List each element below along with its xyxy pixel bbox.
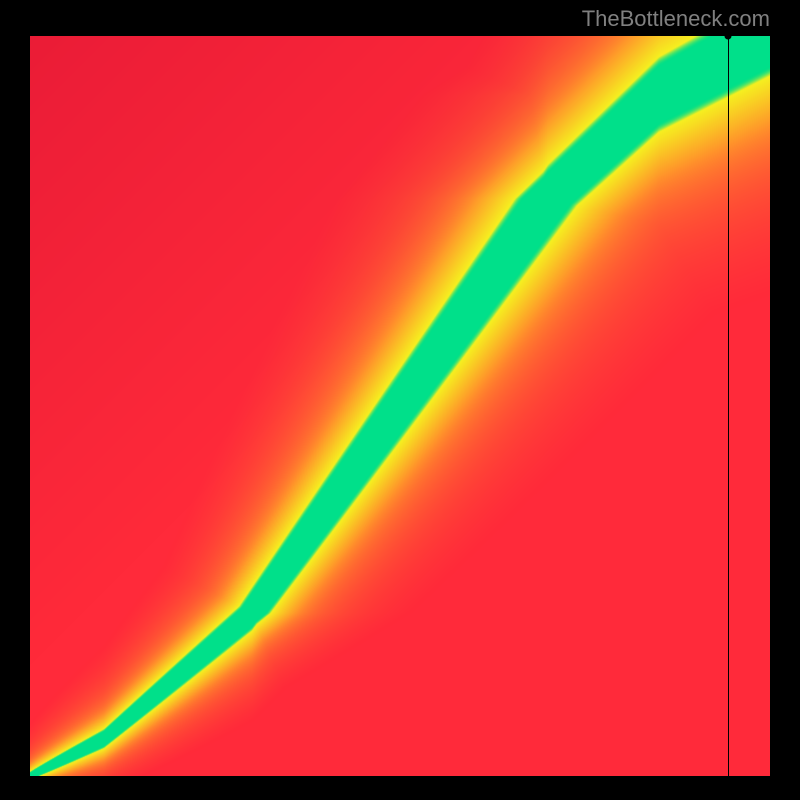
vertical-marker-dot bbox=[724, 33, 731, 40]
heatmap-canvas bbox=[30, 36, 770, 776]
vertical-marker-line bbox=[728, 36, 729, 776]
bottleneck-heatmap bbox=[30, 36, 770, 776]
attribution-text: TheBottleneck.com bbox=[582, 6, 770, 32]
